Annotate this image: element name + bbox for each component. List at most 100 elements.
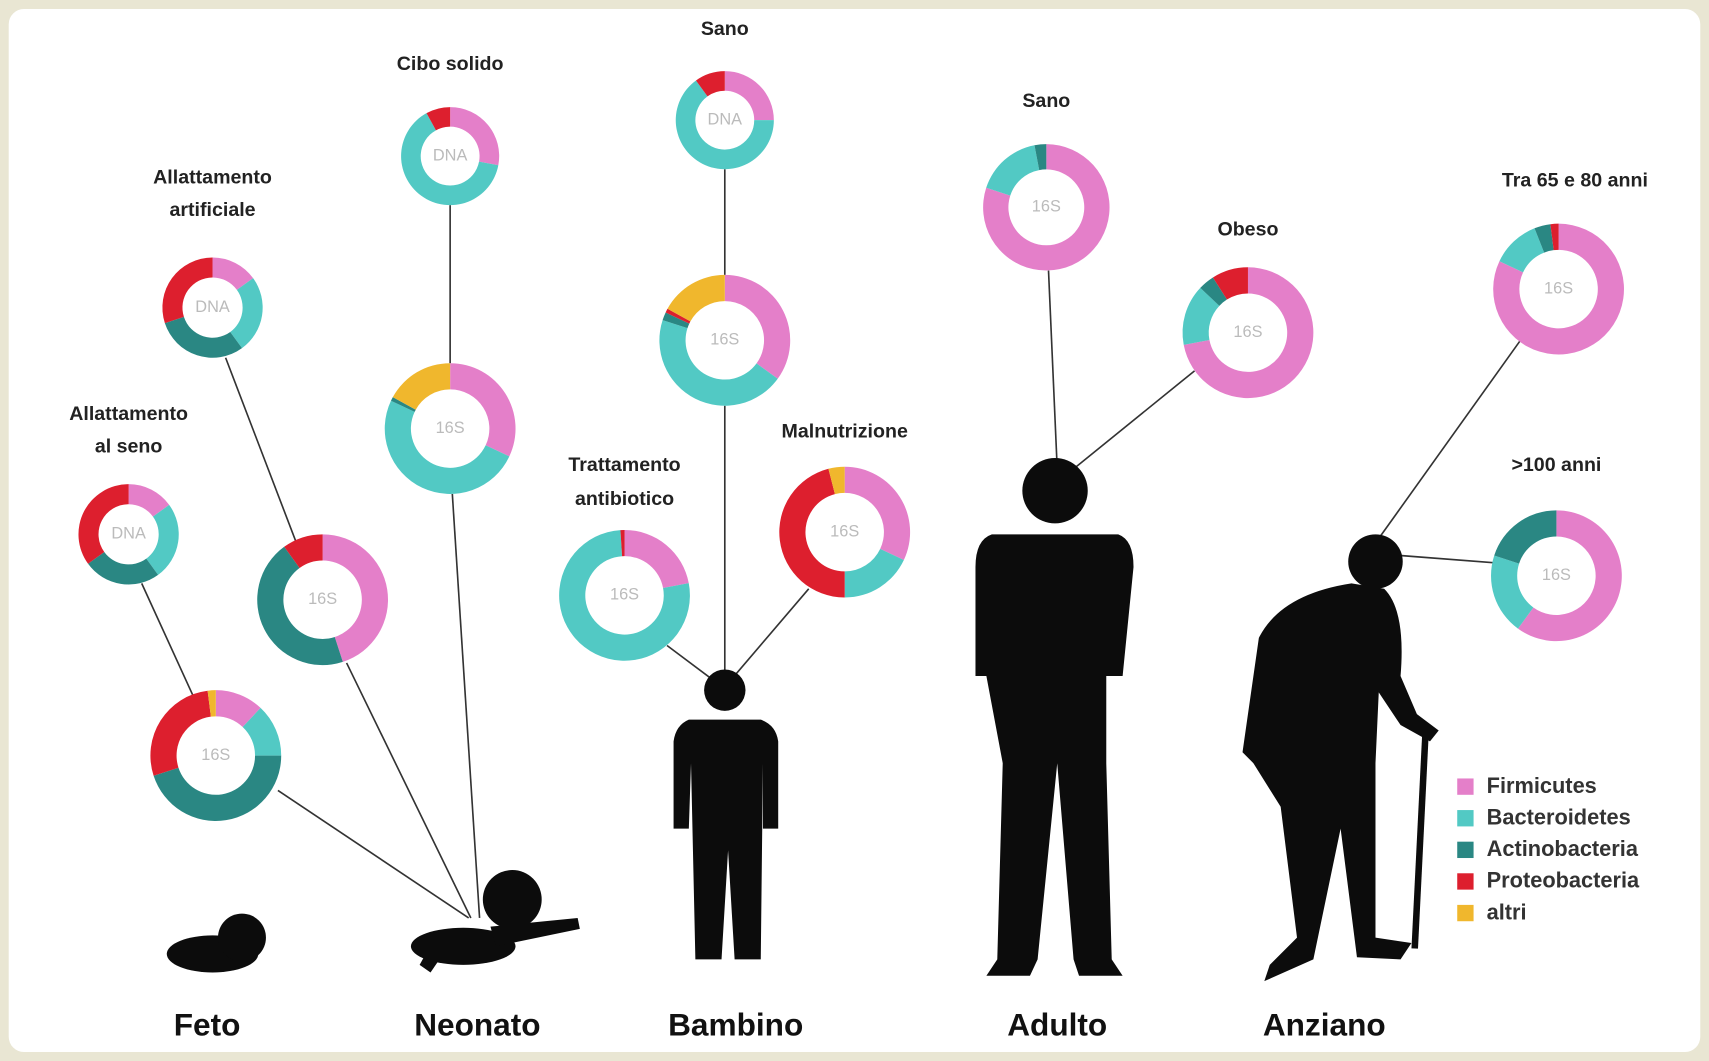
donut-segment: [401, 113, 499, 206]
center-label: 16S: [1544, 279, 1573, 297]
donut-segment: [724, 274, 791, 379]
donut-segment: [426, 107, 451, 131]
donut-title: Obeso: [1217, 219, 1278, 241]
center-label: 16S: [1032, 198, 1061, 216]
donut-segment: [662, 312, 690, 329]
donut: 16S: [659, 274, 791, 406]
donut-segment: [1494, 510, 1557, 564]
center-label: DNA: [433, 146, 468, 164]
donut-title: antibiotico: [575, 488, 674, 510]
donut-title: Allattamento: [69, 403, 188, 425]
donut: DNA Sano: [675, 18, 774, 170]
legend-swatch: [1457, 810, 1474, 827]
donut-segment: [986, 145, 1040, 196]
donut-segment: [230, 278, 263, 349]
legend-label: Firmicutes: [1487, 773, 1597, 798]
legend-label: Actinobacteria: [1487, 836, 1639, 861]
donut-segment: [779, 468, 845, 598]
donut: 16S >100 anni: [1491, 454, 1622, 642]
donut-segment: [659, 320, 778, 406]
donut-title: >100 anni: [1511, 454, 1601, 476]
donut-segment: [392, 363, 451, 410]
donut-title: Trattamento: [568, 454, 680, 476]
silhouettes: [166, 458, 1439, 982]
stage-label: Anziano: [1263, 1007, 1386, 1043]
donut: 16S Obeso: [1182, 219, 1314, 399]
legend-label: Bacteroidetes: [1487, 805, 1631, 830]
donut-segment: [1499, 228, 1545, 273]
donut: 16S Malnutrizione: [779, 420, 911, 598]
legend: Firmicutes Bacteroidetes Actinobacteria Pro…: [1457, 773, 1640, 924]
donut-segment: [146, 504, 179, 575]
legend-label: Proteobacteria: [1487, 868, 1640, 893]
donut-segment: [675, 80, 774, 170]
donut-segment: [1517, 510, 1622, 642]
donut-segment: [624, 529, 689, 588]
donut-charts: DNA Allattamento al seno DNA Allattamento art…: [69, 18, 1648, 821]
center-label: 16S: [710, 331, 739, 349]
center-label: DNA: [708, 110, 743, 128]
center-label: 16S: [610, 586, 639, 604]
stage-label: Neonato: [414, 1007, 540, 1043]
donut-segment: [1534, 224, 1554, 253]
donut-segment: [257, 546, 343, 666]
donut-title: Cibo solido: [397, 53, 504, 75]
donut-segment: [1183, 267, 1314, 399]
donut-segment: [153, 755, 282, 821]
donut-segment: [284, 534, 323, 568]
legend-swatch: [1457, 841, 1474, 859]
donut: DNA Allattamento al seno: [69, 403, 188, 585]
stage-label: Adulto: [1007, 1007, 1107, 1043]
donut-segment: [1200, 277, 1227, 306]
legend-swatch: [1457, 778, 1474, 795]
donut: 16S: [150, 690, 282, 821]
donut-segment: [1491, 555, 1534, 629]
donut-segment: [1212, 267, 1248, 300]
legend-swatch: [1457, 873, 1474, 890]
donut-segment: [450, 363, 516, 457]
stage-label: Feto: [174, 1007, 241, 1043]
donut-segment: [844, 466, 911, 560]
stage-label: Bambino: [668, 1007, 803, 1043]
donut-segment: [322, 534, 389, 662]
donut-segment: [665, 308, 691, 324]
donut: 16S: [257, 534, 389, 666]
donut-segment: [207, 690, 216, 717]
center-label: DNA: [111, 525, 146, 543]
donut-segment: [983, 144, 1110, 271]
donut-segment: [844, 548, 904, 598]
donut-segment: [78, 484, 129, 564]
center-label: 16S: [436, 419, 465, 437]
donut-segment: [1034, 144, 1047, 171]
donut-segment: [242, 707, 282, 756]
donut-segment: [828, 466, 845, 495]
donut-segment: [450, 107, 500, 166]
donut-segment: [162, 257, 213, 324]
donut-segment: [1493, 223, 1624, 355]
donut-title: Sano: [701, 18, 749, 40]
donut-segment: [390, 397, 416, 412]
donut-segment: [88, 551, 159, 585]
center-label: 16S: [1542, 566, 1571, 584]
stage-labels: Feto Neonato Bambino Adulto Anziano: [174, 1007, 1386, 1043]
donut-title: al seno: [95, 436, 163, 458]
donut-segment: [212, 257, 254, 290]
donut: 16S: [384, 363, 516, 494]
donut: 16S Tra 65 e 80 anni: [1493, 170, 1648, 355]
center-label: DNA: [195, 298, 230, 316]
center-label: 16S: [308, 590, 337, 608]
donut-segment: [215, 690, 261, 727]
donut-segment: [1182, 287, 1220, 345]
donut-segment: [150, 690, 211, 776]
center-label: 16S: [830, 522, 859, 540]
donut: DNA Allattamento artificiale: [153, 166, 272, 358]
donut-segment: [695, 71, 725, 97]
donut: 16S Sano: [983, 90, 1110, 271]
donut-segment: [559, 530, 690, 661]
donut-segment: [724, 71, 774, 121]
center-label: 16S: [1233, 323, 1262, 341]
connectors: [140, 169, 1522, 919]
donut-title: Sano: [1022, 90, 1070, 112]
donut-segment: [128, 484, 170, 517]
donut-segment: [667, 274, 725, 322]
